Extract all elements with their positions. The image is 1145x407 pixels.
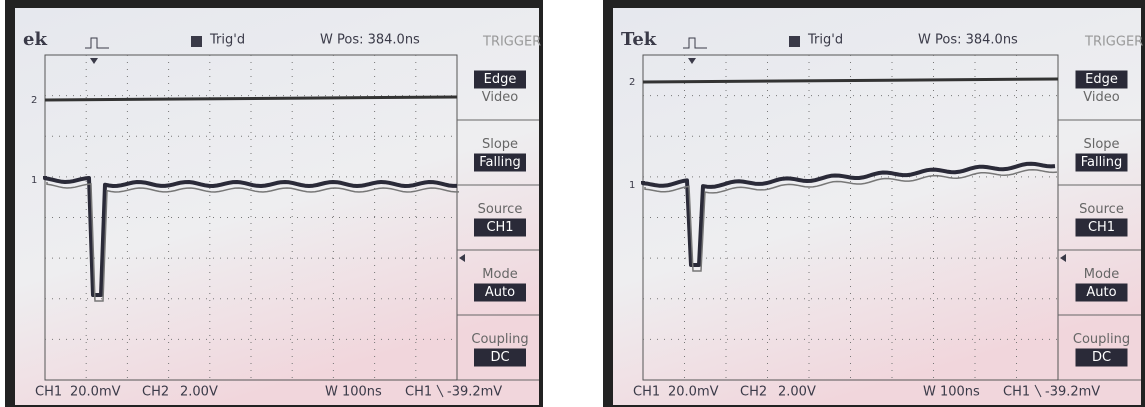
menu-option: Source (478, 202, 523, 217)
menu-option: CH1 (1088, 220, 1115, 235)
ch2-marker: 2 (31, 95, 37, 106)
pulse-icon (85, 37, 109, 49)
footer-ch1: CH1 (633, 385, 660, 400)
brand: Tek (621, 29, 657, 50)
ch1-trace-ghost (644, 168, 1058, 272)
menu-option: Coupling (1073, 332, 1130, 347)
ch1-marker: 1 (31, 175, 37, 186)
menu-option: Video (482, 90, 518, 105)
menu-highlight (474, 283, 526, 302)
menu-option: Falling (1081, 155, 1123, 170)
menu-highlight (474, 218, 526, 237)
menu-option: Edge (1085, 72, 1118, 87)
footer-trig-level: -39.2mV (1045, 385, 1100, 400)
trigger-position-marker (90, 58, 98, 64)
menu-option: Slope (1083, 137, 1119, 152)
screen-background (15, 8, 539, 405)
ch1-marker: 1 (629, 180, 635, 191)
menu-option: Video (1083, 90, 1119, 105)
footer-ch1: CH1 (35, 385, 62, 400)
slope-icon (436, 384, 444, 398)
menu-highlight (474, 153, 526, 172)
ch1-trace (43, 176, 457, 297)
menu-option: Auto (1086, 285, 1116, 300)
menu-title: TRIGGER (482, 35, 541, 50)
level-marker (459, 254, 465, 262)
scope-screen: Tek Trig'd W Pos: 384.0ns TRIGGER 2 1 Edge Vide… (603, 0, 1145, 407)
footer-ch1-scale: 20.0mV (668, 385, 719, 400)
footer-ch2: CH2 (740, 385, 767, 400)
scope-screen: ek Trig'd W Pos: 384.0ns TRIGGER 2 1 Edge Video… (5, 0, 543, 407)
ch1-trace-ghost (46, 182, 459, 302)
menu-option: Edge (484, 72, 517, 87)
menu-option: Mode (1084, 267, 1119, 282)
menu-option: DC (490, 350, 509, 365)
trigger-state: Trig'd (807, 33, 843, 48)
trig-icon (789, 36, 800, 47)
menu-highlight (474, 348, 526, 367)
footer-trig-source: CH1 (1003, 385, 1030, 400)
trig-icon (191, 36, 202, 47)
menu-option: Mode (482, 267, 517, 282)
menu-highlight (1075, 348, 1128, 367)
footer-ch1-scale: 20.0mV (70, 385, 121, 400)
menu-highlight (1075, 70, 1128, 89)
horizontal-position: W Pos: 384.0ns (320, 33, 420, 48)
menu-option: Slope (482, 137, 518, 152)
ch1-trace (641, 161, 1056, 267)
menu-highlight (1075, 218, 1128, 237)
trigger-position-marker (688, 58, 696, 64)
pulse-icon (683, 37, 707, 49)
footer-trig-level: -39.2mV (447, 385, 502, 400)
menu-option: Coupling (471, 332, 528, 347)
menu-option: Falling (479, 155, 521, 170)
footer-trig-source: CH1 (405, 385, 432, 400)
footer-time: W 100ns (923, 385, 980, 400)
ch2-trace (642, 77, 1059, 84)
footer-ch2-scale: 2.00V (180, 385, 218, 400)
horizontal-position: W Pos: 384.0ns (918, 33, 1018, 48)
slope-icon (1034, 384, 1042, 398)
footer-ch2: CH2 (142, 385, 169, 400)
brand: ek (23, 29, 47, 50)
menu-option: Auto (485, 285, 515, 300)
trigger-state: Trig'd (209, 33, 245, 48)
footer-ch2-scale: 2.00V (778, 385, 816, 400)
menu-option: CH1 (486, 220, 513, 235)
menu-option: Source (1079, 202, 1124, 217)
menu-highlight (1075, 153, 1128, 172)
menu-option: DC (1092, 350, 1111, 365)
footer-time: W 100ns (325, 385, 382, 400)
level-marker (1060, 254, 1066, 262)
ch2-trace (44, 95, 458, 102)
screen-background (613, 8, 1141, 405)
menu-highlight (1075, 283, 1128, 302)
ch2-marker: 2 (629, 77, 635, 88)
menu-highlight (474, 70, 526, 89)
menu-title: TRIGGER (1084, 35, 1143, 50)
